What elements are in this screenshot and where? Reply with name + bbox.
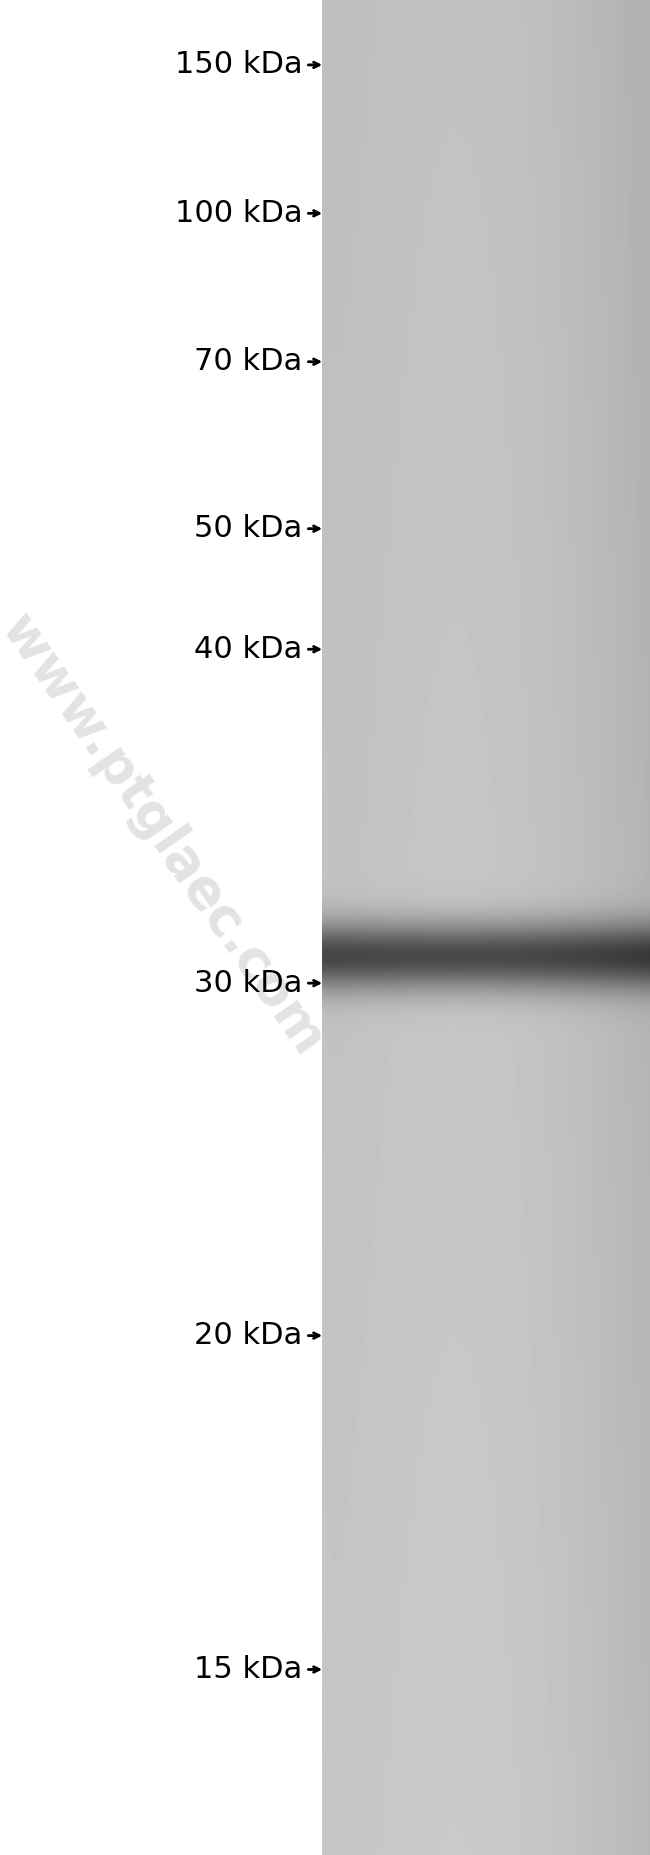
Text: 50 kDa: 50 kDa	[194, 514, 302, 544]
Text: 40 kDa: 40 kDa	[194, 634, 302, 664]
Text: www.ptglaec.com: www.ptglaec.com	[0, 605, 335, 1065]
Text: 70 kDa: 70 kDa	[194, 347, 302, 377]
Text: 20 kDa: 20 kDa	[194, 1321, 302, 1350]
Text: 15 kDa: 15 kDa	[194, 1655, 302, 1684]
Text: 100 kDa: 100 kDa	[175, 198, 302, 228]
Text: 150 kDa: 150 kDa	[175, 50, 302, 80]
Text: 30 kDa: 30 kDa	[194, 968, 302, 998]
